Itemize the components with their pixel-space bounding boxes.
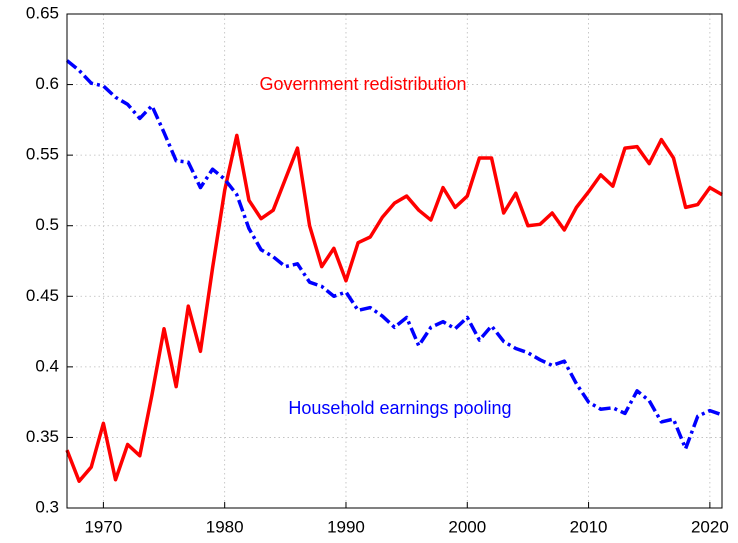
y-tick-label: 0.4 [35, 356, 59, 375]
y-tick-label: 0.45 [26, 286, 59, 305]
x-tick-label: 1990 [327, 517, 365, 536]
y-tick-label: 0.6 [35, 74, 59, 93]
y-tick-label: 0.3 [35, 497, 59, 516]
series-line [65, 59, 723, 451]
x-tick-label: 2020 [691, 517, 729, 536]
x-tick-label: 2000 [448, 517, 486, 536]
x-tick-label: 1980 [206, 517, 244, 536]
series-label: Government redistribution [259, 74, 466, 94]
y-tick-label: 0.5 [35, 215, 59, 234]
plot-frame [66, 13, 723, 509]
y-tick-label: 0.35 [26, 427, 59, 446]
x-tick-label: 1970 [84, 517, 122, 536]
y-tick-label: 0.55 [26, 145, 59, 164]
y-tick-label: 0.65 [26, 3, 59, 22]
series-line [65, 133, 723, 483]
series-label: Household earnings pooling [288, 398, 511, 418]
x-tick-label: 2010 [570, 517, 608, 536]
